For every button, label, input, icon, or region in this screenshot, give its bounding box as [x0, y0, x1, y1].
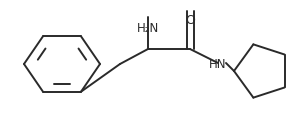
Text: HN: HN — [209, 57, 227, 70]
Text: H₂N: H₂N — [137, 22, 159, 35]
Text: O: O — [185, 14, 195, 27]
